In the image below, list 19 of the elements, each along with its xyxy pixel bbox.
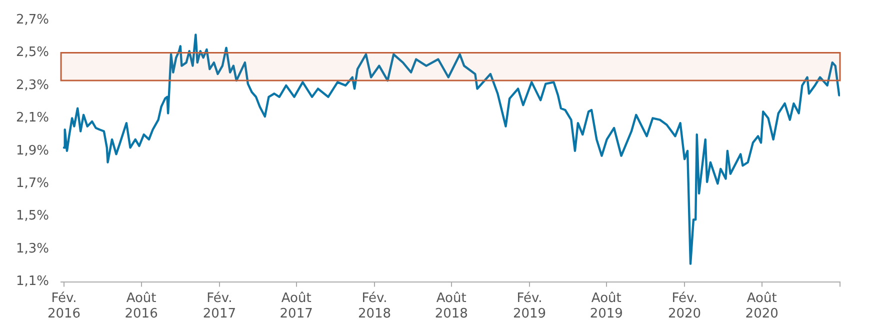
- x-tick-label: Août 2020: [745, 290, 778, 322]
- y-tick-label: 1,7%: [16, 176, 50, 191]
- x-tick-label: Fév. 2017: [202, 290, 236, 322]
- y-tick-label: 1,5%: [16, 208, 50, 224]
- y-tick-label: 1,3%: [16, 241, 50, 256]
- x-tick-label: Fév. 2016: [47, 290, 81, 322]
- y-tick-label: 2,7%: [16, 12, 50, 28]
- x-tick-label: Fév. 2018: [358, 290, 392, 322]
- y-tick-label: 1,9%: [16, 143, 50, 158]
- x-tick-label: Fév. 2020: [668, 290, 702, 322]
- y-tick-label: 2,1%: [16, 110, 50, 126]
- y-tick-label: 2,3%: [16, 78, 50, 93]
- x-tick-label: Août 2018: [434, 290, 468, 322]
- x-tick-label: Août 2016: [124, 290, 158, 322]
- x-tick-label: Fév. 2019: [512, 290, 546, 322]
- y-tick-label: 2,5%: [16, 45, 50, 60]
- y-tick-label: 1,1%: [16, 274, 50, 290]
- x-tick-label: Août 2017: [280, 290, 313, 322]
- x-tick-label: Août 2019: [590, 290, 623, 322]
